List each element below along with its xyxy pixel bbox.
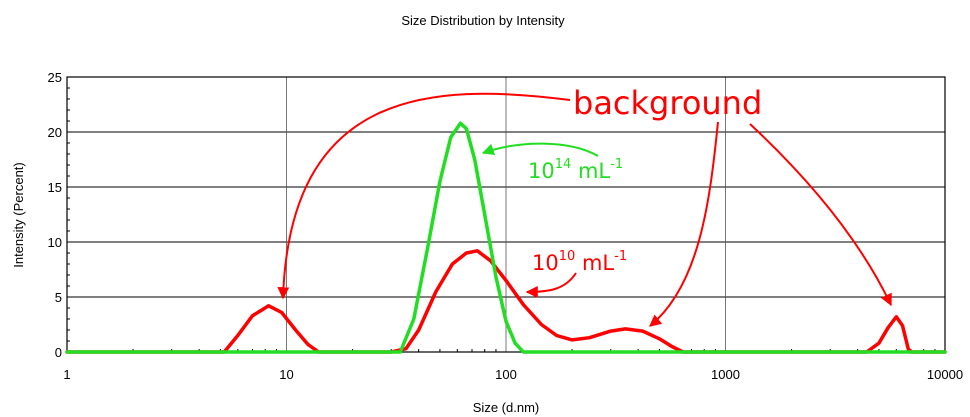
series-lines (65, 121, 947, 354)
x-tick-label-4: 10000 (927, 367, 963, 382)
arrow-background-left (277, 92, 571, 300)
series-line-green (65, 121, 947, 354)
y-tick-label-0: 0 (55, 345, 62, 360)
y-tick-label-1: 5 (55, 290, 62, 305)
x-tick-label-1: 10 (279, 367, 293, 382)
y-tick-labels: 0 5 10 15 20 25 (48, 70, 62, 360)
arrow-background-middle (649, 121, 719, 327)
green-label-base: 10 (528, 159, 555, 183)
x-minor-ticks (67, 87, 936, 352)
green-label-unit: mL (571, 159, 610, 183)
y-axis-label: Intensity (Percent) (11, 162, 26, 268)
chart-title: Size Distribution by Intensity (401, 13, 565, 28)
x-tick-label-2: 100 (495, 367, 517, 382)
arrow-background-right (749, 123, 892, 307)
y-tick-label-3: 15 (48, 180, 62, 195)
x-tick-labels: 1 10 100 1000 10000 (63, 367, 963, 382)
red-label-unit-exp: -1 (614, 249, 627, 264)
background-label: background (573, 84, 762, 122)
arrow-red-series (525, 272, 577, 298)
y-tick-label-4: 20 (48, 125, 62, 140)
red-label-unit: mL (575, 251, 614, 275)
series-line-red (65, 249, 947, 354)
x-tick-label-0: 1 (63, 367, 70, 382)
x-axis-label: Size (d.nm) (473, 400, 539, 415)
arrow-green-series (481, 142, 599, 157)
red-label-base: 10 (532, 251, 559, 275)
annotations: background 1014 mL-1 1010 mL-1 (277, 84, 892, 327)
y-tick-label-2: 10 (48, 235, 62, 250)
green-label-exp: 14 (555, 157, 572, 172)
red-series-label: 1010 mL-1 (532, 249, 627, 275)
plot-frame (66, 76, 946, 353)
y-tick-label-5: 25 (48, 70, 62, 85)
x-tick-label-3: 1000 (711, 367, 740, 382)
green-label-unit-exp: -1 (610, 157, 623, 172)
red-label-exp: 10 (559, 249, 576, 264)
green-series-label: 1014 mL-1 (528, 157, 623, 183)
gridlines (67, 77, 945, 352)
